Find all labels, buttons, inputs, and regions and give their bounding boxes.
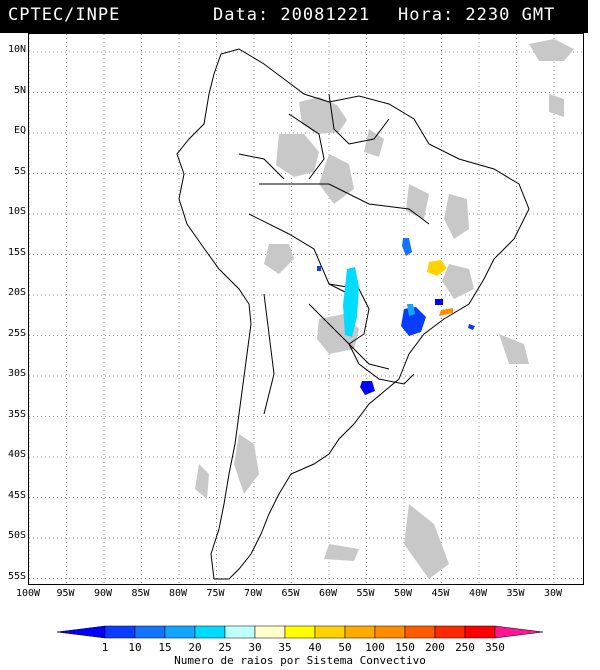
colorbar-tick-label: 35 xyxy=(278,641,292,654)
colorbar-segment xyxy=(56,625,106,639)
lat-label: 35S xyxy=(7,408,26,420)
colorbar-tick-label: 100 xyxy=(365,641,385,654)
colorbar-tick-label: 250 xyxy=(455,641,475,654)
lon-label: 40W xyxy=(468,588,488,599)
colorbar-segment xyxy=(494,625,544,639)
colorbar-tick-label: 50 xyxy=(338,641,352,654)
lat-label: 5S xyxy=(13,165,26,177)
colorbar-title: Numero de raios por Sistema Convectivo xyxy=(174,654,426,667)
lon-label: 75W xyxy=(206,588,225,599)
lon-label: 50W xyxy=(393,588,413,599)
lat-label: 25S xyxy=(7,327,26,339)
lat-label: 10N xyxy=(7,44,26,55)
lon-label: 45W xyxy=(431,588,450,599)
lon-label: 65W xyxy=(281,588,300,599)
colorbar-tick-label: 30 xyxy=(248,641,262,654)
colorbar-tick-label: 15 xyxy=(158,641,172,654)
colorbar-segment xyxy=(434,625,466,639)
lon-label: 90W xyxy=(93,588,113,599)
colorbar-segment xyxy=(134,625,166,639)
colorbar-segment xyxy=(164,625,196,639)
lon-label: 30W xyxy=(543,588,563,599)
lon-label: 95W xyxy=(56,588,75,599)
colorbar-segment xyxy=(224,625,256,639)
lat-label: 10S xyxy=(7,206,26,217)
colorbar-segment xyxy=(314,625,346,639)
date-label: Data: 20081221 xyxy=(213,5,371,25)
colorbar-tick-label: 200 xyxy=(425,641,445,654)
lon-label: 70W xyxy=(243,588,263,599)
colorbar-tick-label: 10 xyxy=(128,641,142,654)
map-header: CPTEC/INPE Data: 20081221 Hora: 2230 GMT xyxy=(0,0,588,33)
lat-label: 5N xyxy=(13,84,26,96)
lat-label: 50S xyxy=(7,530,26,541)
lat-label: 15S xyxy=(7,246,26,258)
map-canvas xyxy=(29,34,583,584)
colorbar-tick-label: 25 xyxy=(218,641,232,654)
hour-label: Hora: 2230 GMT xyxy=(398,5,556,25)
colorbar-segment xyxy=(464,625,496,639)
lat-label: 40S xyxy=(7,449,26,460)
colorbar-tick-label: 20 xyxy=(188,641,202,654)
lat-lon-grid xyxy=(29,34,583,584)
colorbar-segment xyxy=(254,625,286,639)
lat-label: 45S xyxy=(7,489,26,501)
lat-label: 55S xyxy=(7,570,26,582)
colorbar-segment xyxy=(284,625,316,639)
colorbar-segment xyxy=(374,625,406,639)
map-frame xyxy=(28,33,584,585)
colorbar-tick-label: 40 xyxy=(308,641,322,654)
colorbar-segment xyxy=(104,625,136,639)
colorbar-tick-label: 1 xyxy=(101,641,109,654)
lightning-cells xyxy=(317,238,475,395)
colorbar xyxy=(56,625,544,639)
colorbar-tick-label: 150 xyxy=(395,641,415,654)
lat-label: EQ xyxy=(13,125,26,136)
lon-label: 100W xyxy=(15,588,41,599)
lat-label: 30S xyxy=(7,368,26,379)
lon-label: 35W xyxy=(506,588,525,599)
lon-label: 60W xyxy=(318,588,338,599)
colorbar-segment xyxy=(344,625,376,639)
colorbar-segment xyxy=(194,625,226,639)
colorbar-tick-label: 350 xyxy=(485,641,505,654)
colorbar-segment xyxy=(404,625,436,639)
cloud-cover xyxy=(195,39,574,579)
lat-label: 20S xyxy=(7,287,26,298)
lon-label: 85W xyxy=(131,588,150,599)
lon-label: 80W xyxy=(168,588,188,599)
lon-label: 55W xyxy=(356,588,375,599)
source-label: CPTEC/INPE xyxy=(8,5,121,25)
